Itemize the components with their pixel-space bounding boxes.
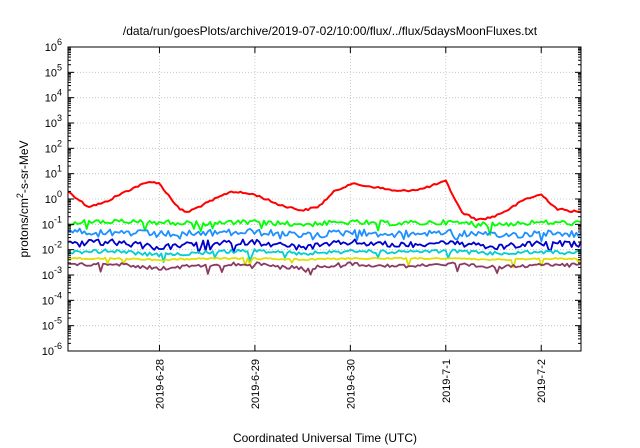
y-tick-base: 10 <box>45 169 57 181</box>
axis-ticks: 10610510410310210110010-110-210-310-410-… <box>42 37 581 409</box>
chart-title: /data/run/goesPlots/archive/2019-07-02/1… <box>123 24 538 38</box>
y-tick-label: 10-1 <box>42 214 62 231</box>
y-tick-base: 10 <box>42 321 54 333</box>
y-tick-base: 10 <box>45 118 57 130</box>
y-tick-exponent: 0 <box>57 189 62 199</box>
series-layer <box>67 179 582 276</box>
series-line-2 <box>67 218 582 236</box>
y-tick-label: 101 <box>45 164 62 181</box>
y-tick-base: 10 <box>45 42 57 54</box>
plot-frame <box>67 46 582 352</box>
y-tick-base: 10 <box>42 219 54 231</box>
y-tick-label: 106 <box>45 37 62 54</box>
x-tick-label: 2019-6-29 <box>250 359 262 409</box>
series-line-3 <box>67 227 582 243</box>
y-tick-label: 100 <box>45 189 62 206</box>
x-tick-label: 2019-7-1 <box>441 359 453 403</box>
series-line-4 <box>67 238 582 254</box>
y-tick-base: 10 <box>42 270 54 282</box>
y-tick-label: 10-2 <box>42 240 62 257</box>
y-tick-label: 10-5 <box>42 316 62 333</box>
y-tick-base: 10 <box>45 93 57 105</box>
y-tick-label: 104 <box>45 88 62 105</box>
y-axis-label-suffix: -s-sr-MeV <box>17 140 31 193</box>
y-tick-exponent: -6 <box>54 341 62 351</box>
y-tick-base: 10 <box>45 143 57 155</box>
y-tick-base: 10 <box>45 67 57 79</box>
y-tick-label: 105 <box>45 62 62 79</box>
y-tick-exponent: 2 <box>57 138 62 148</box>
y-tick-label: 103 <box>45 113 62 130</box>
series-line-1 <box>67 179 582 222</box>
y-tick-label: 10-3 <box>42 265 62 282</box>
x-axis-label: Coordinated Universal Time (UTC) <box>233 431 417 445</box>
y-axis-label-superscript: 2 <box>15 193 25 198</box>
y-tick-label: 102 <box>45 138 62 155</box>
y-tick-base: 10 <box>42 295 54 307</box>
x-tick-label: 2019-7-2 <box>536 359 548 403</box>
series-line-7 <box>67 261 582 276</box>
y-tick-exponent: 5 <box>57 62 62 72</box>
y-tick-base: 10 <box>42 346 54 358</box>
svg-text:protons/cm2-s-sr-MeV: protons/cm2-s-sr-MeV <box>15 140 31 257</box>
y-tick-base: 10 <box>45 194 57 206</box>
y-tick-exponent: 1 <box>57 164 62 174</box>
y-tick-exponent: -4 <box>54 290 62 300</box>
y-tick-exponent: 6 <box>57 37 62 47</box>
x-tick-label: 2019-6-28 <box>154 359 166 409</box>
y-tick-exponent: -3 <box>54 265 62 275</box>
y-tick-exponent: 4 <box>57 88 62 98</box>
y-tick-exponent: -2 <box>54 240 62 250</box>
y-axis-label-prefix: protons/cm <box>17 198 31 257</box>
y-tick-exponent: -5 <box>54 316 62 326</box>
grid <box>68 47 581 351</box>
series-line-6 <box>67 256 582 269</box>
y-axis-label: protons/cm2-s-sr-MeV <box>15 140 31 257</box>
x-tick-label: 2019-6-30 <box>345 359 357 409</box>
y-tick-label: 10-4 <box>42 290 62 307</box>
y-tick-exponent: 3 <box>57 113 62 123</box>
series-line-5 <box>67 248 582 264</box>
y-tick-exponent: -1 <box>54 214 62 224</box>
y-tick-base: 10 <box>42 245 54 257</box>
y-tick-label: 10-6 <box>42 341 62 358</box>
